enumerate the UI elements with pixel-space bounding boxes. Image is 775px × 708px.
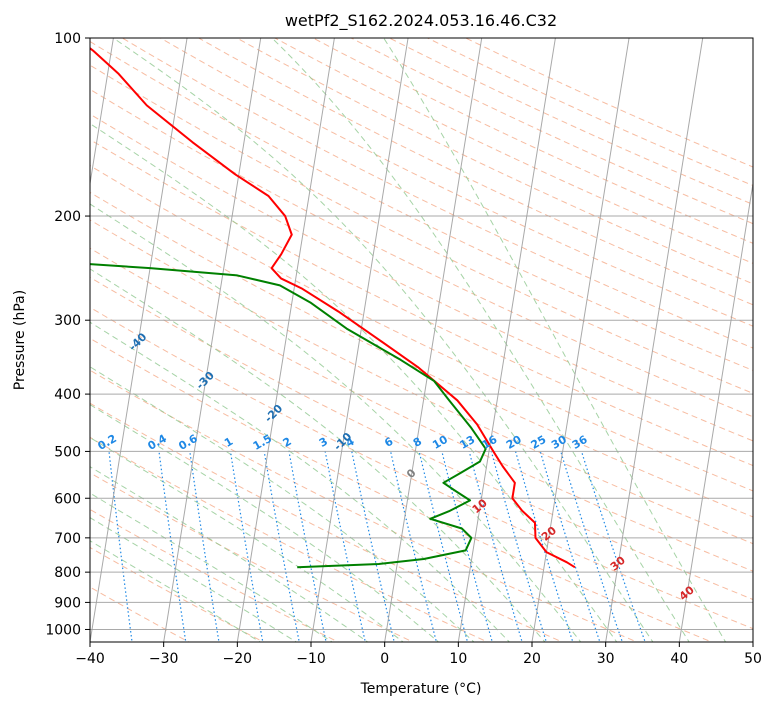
dry-adiabat-line bbox=[90, 113, 753, 442]
dry-adiabat-line bbox=[197, 38, 753, 306]
dry-adiabat-line bbox=[159, 38, 753, 327]
x-tick-label: 30 bbox=[597, 651, 615, 667]
mixing-ratio-line bbox=[580, 451, 646, 642]
profile-series bbox=[90, 47, 576, 569]
mixing-ratio-line bbox=[263, 451, 300, 642]
moist-adiabat-line bbox=[90, 268, 546, 642]
isotherm-line bbox=[310, 38, 409, 642]
mixing-ratio-line bbox=[490, 451, 547, 642]
mixing-ratio-line bbox=[560, 451, 623, 642]
moist-adiabat-line bbox=[90, 404, 440, 642]
y-axis-label: Pressure (hPa) bbox=[12, 290, 28, 390]
moist-adiabat-line bbox=[90, 321, 511, 642]
y-tick-label: 500 bbox=[54, 444, 81, 460]
x-axis-label: Temperature (°C) bbox=[360, 681, 482, 697]
mixing-ratio-line bbox=[390, 451, 438, 642]
dry-adiabat-line bbox=[90, 276, 753, 601]
x-tick-label: 20 bbox=[523, 651, 541, 667]
mixing-ratio-line bbox=[468, 451, 523, 642]
dry-adiabat-line bbox=[90, 369, 639, 642]
temperature-line bbox=[90, 47, 576, 569]
plot-frame bbox=[89, 37, 754, 643]
moist-adiabat-line bbox=[271, 38, 690, 642]
x-tick-label: 0 bbox=[380, 651, 389, 667]
x-tick-label: 10 bbox=[449, 651, 467, 667]
mixing-ratio-line bbox=[441, 451, 493, 642]
isotherm-line bbox=[236, 38, 335, 642]
isotherms bbox=[90, 38, 753, 642]
x-tick-label: −10 bbox=[296, 651, 326, 667]
dry-adiabat-line bbox=[90, 337, 714, 642]
y-axis: 100 200 300 400 500 600 700 800 900 1000 bbox=[45, 31, 90, 638]
mixing-ratio-line bbox=[288, 451, 327, 642]
y-tick-label: 900 bbox=[54, 595, 81, 611]
chart-title: wetPf2_S162.2024.053.16.46.C32 bbox=[285, 11, 557, 31]
dry-adiabat-line bbox=[90, 219, 753, 545]
dewpoint-line bbox=[90, 263, 487, 569]
mixing-ratio-lines bbox=[108, 451, 646, 642]
mixing-ratio-line bbox=[351, 451, 395, 642]
dry-adiabat-line bbox=[90, 138, 753, 467]
dry-adiabat-line bbox=[90, 247, 753, 572]
isobars bbox=[90, 38, 753, 630]
isotherm-line bbox=[457, 38, 556, 642]
y-tick-label: 200 bbox=[54, 209, 81, 225]
y-tick-label: 1000 bbox=[45, 622, 81, 638]
isotherm-line bbox=[90, 38, 188, 642]
dry-adiabat-line bbox=[90, 64, 753, 394]
mixing-ratio-line bbox=[539, 451, 601, 642]
mixing-ratio-line bbox=[514, 451, 574, 642]
x-tick-label: −30 bbox=[149, 651, 179, 667]
x-tick-label: 40 bbox=[670, 651, 688, 667]
isotherm-line bbox=[605, 38, 704, 642]
x-tick-label: 50 bbox=[744, 651, 762, 667]
x-tick-label: −40 bbox=[75, 651, 105, 667]
y-tick-label: 700 bbox=[54, 531, 81, 547]
isotherm-line bbox=[531, 38, 630, 642]
y-tick-label: 300 bbox=[54, 313, 81, 329]
x-axis: −40 −30 −20 −10 0 10 20 30 40 50 bbox=[75, 642, 762, 667]
isotherm-line bbox=[384, 38, 483, 642]
dry-adiabat-line bbox=[90, 191, 753, 518]
x-tick-label: −20 bbox=[223, 651, 253, 667]
moist-adiabat-line bbox=[383, 38, 727, 642]
y-tick-label: 600 bbox=[54, 491, 81, 507]
isotherm-line bbox=[163, 38, 262, 642]
plot-area: 0.10.20.40.611.52346810131620253036-100-… bbox=[90, 38, 753, 642]
y-tick-label: 100 bbox=[54, 31, 81, 47]
y-tick-label: 800 bbox=[54, 565, 81, 581]
isotherm-line bbox=[90, 38, 114, 187]
isotherm-line bbox=[678, 180, 753, 642]
y-tick-label: 400 bbox=[54, 387, 81, 403]
dry-adiabat-line bbox=[90, 40, 753, 371]
